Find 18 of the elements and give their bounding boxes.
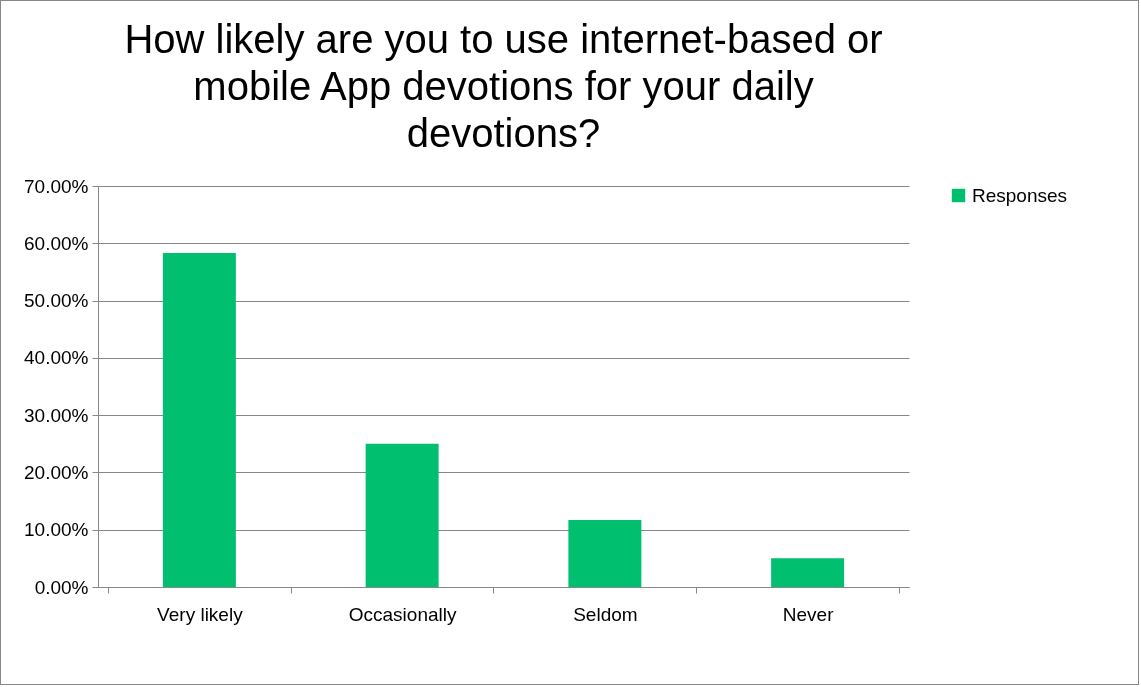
legend-label: Responses	[972, 184, 1068, 206]
y-tick-label: 20.00%	[24, 461, 89, 483]
x-tick-label: Very likely	[157, 603, 244, 625]
y-tick-label: 40.00%	[24, 347, 89, 369]
y-tick-label: 50.00%	[24, 290, 89, 312]
bar	[568, 519, 642, 587]
y-tick-label: 70.00%	[24, 175, 89, 197]
y-tick-label: 0.00%	[34, 576, 89, 598]
y-tick-label: 10.00%	[24, 519, 89, 541]
y-tick-label: 30.00%	[24, 404, 89, 426]
x-tick-label: Occasionally	[348, 603, 457, 625]
bar	[162, 253, 236, 587]
x-tick-label: Never	[782, 603, 835, 625]
chart-title: How likely are you to use internet-based or mobile App devotions for your daily devotions?	[124, 17, 883, 155]
y-tick-label: 60.00%	[24, 232, 89, 254]
bar	[771, 558, 845, 587]
x-tick-label: Seldom	[573, 603, 638, 625]
bar	[365, 443, 439, 587]
